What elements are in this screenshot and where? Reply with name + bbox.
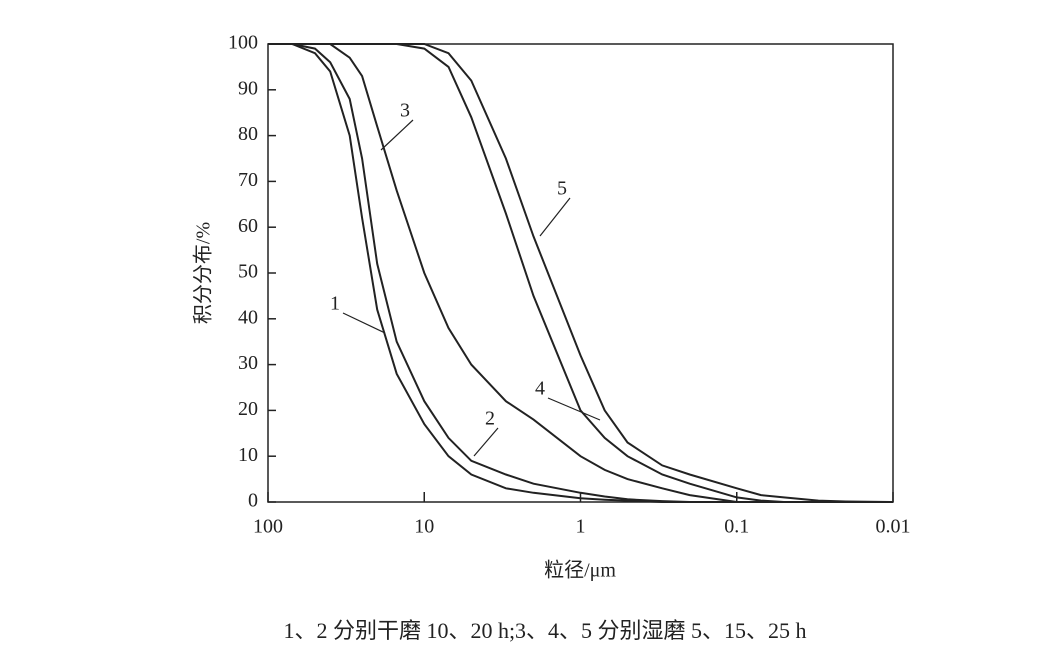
y-tick-label: 0: [248, 490, 258, 512]
y-tick-label: 90: [238, 77, 258, 99]
data-line: [268, 43, 893, 503]
x-tick-label: 100: [253, 516, 283, 538]
caption: 1、2 分别干磨 10、20 h;3、4、5 分别湿磨 5、15、25 h: [283, 618, 806, 643]
series-label: 5: [557, 178, 567, 200]
y-tick-label: 70: [238, 169, 258, 191]
label-leader: [539, 197, 571, 237]
x-tick-label: 0.1: [724, 516, 749, 538]
series-label: 3: [400, 100, 410, 122]
x-tick-label: 1: [576, 516, 586, 538]
y-tick-label: 80: [238, 123, 258, 145]
x-axis-label: 粒径/μm: [544, 559, 616, 582]
series-label: 4: [535, 378, 545, 400]
x-tick-label: 0.01: [876, 516, 911, 538]
y-tick-label: 50: [238, 261, 258, 283]
x-tick-label: 10: [414, 516, 434, 538]
data-line: [268, 43, 893, 503]
series-label: 1: [330, 293, 340, 315]
label-leader: [342, 312, 386, 334]
y-tick-label: 20: [238, 398, 258, 420]
y-tick-label: 100: [228, 32, 258, 54]
data-line: [268, 43, 893, 503]
plot-frame: [267, 43, 894, 503]
y-tick-label: 30: [238, 352, 258, 374]
series-label: 2: [485, 408, 495, 430]
y-axis-label: 积分分布/%: [192, 222, 215, 324]
y-tick-label: 40: [238, 306, 258, 328]
label-leader: [547, 397, 601, 421]
label-leader: [473, 427, 499, 457]
label-leader: [380, 119, 414, 151]
data-line: [268, 43, 893, 503]
y-tick-label: 10: [238, 444, 258, 466]
y-tick-label: 60: [238, 215, 258, 237]
data-line: [268, 43, 894, 503]
